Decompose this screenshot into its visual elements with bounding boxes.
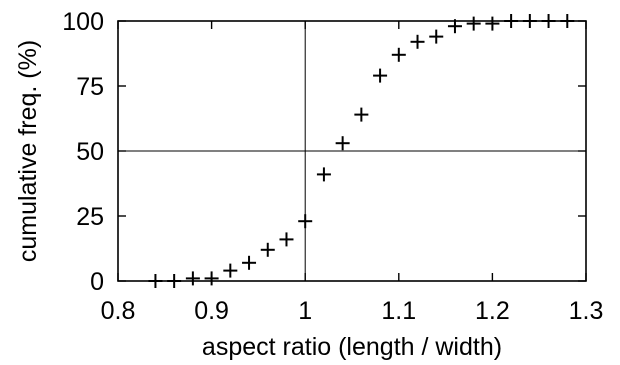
y-tick-label: 25 <box>76 203 104 231</box>
data-point <box>335 136 350 151</box>
y-tick-label: 50 <box>76 138 104 166</box>
y-tick-label: 75 <box>76 73 104 101</box>
data-point <box>373 68 388 83</box>
data-point <box>148 274 163 288</box>
data-point <box>298 214 313 229</box>
data-point <box>485 16 500 31</box>
data-point <box>522 14 537 28</box>
data-point <box>541 14 556 28</box>
data-point <box>204 271 219 286</box>
x-tick-label: 0.9 <box>194 297 229 325</box>
data-point <box>429 29 444 44</box>
data-point <box>410 34 425 49</box>
y-tick-label: 100 <box>62 8 104 36</box>
x-tick-label: 1.2 <box>475 297 510 325</box>
x-axis-label: aspect ratio (length / width) <box>202 333 502 361</box>
data-point <box>279 232 294 247</box>
data-point <box>167 274 182 288</box>
data-point <box>354 107 369 122</box>
data-point <box>185 271 200 286</box>
reference-lines <box>118 21 586 281</box>
data-point <box>466 16 481 31</box>
tick-labels: 0.8 0.9 1 1.1 1.2 1.3 0 25 50 75 100 <box>62 8 603 325</box>
x-tick-label: 0.8 <box>101 297 136 325</box>
x-tick-label: 1.3 <box>569 297 604 325</box>
data-points <box>148 14 575 288</box>
data-point <box>504 14 519 28</box>
data-point <box>391 47 406 62</box>
data-point <box>560 14 575 28</box>
y-tick-label: 0 <box>90 268 104 296</box>
data-point <box>447 19 462 34</box>
data-point <box>316 167 331 182</box>
y-axis-label: cumulative freq. (%) <box>14 40 42 262</box>
data-point <box>260 242 275 257</box>
data-point <box>223 263 238 278</box>
x-tick-label: 1 <box>298 297 312 325</box>
x-tick-label: 1.1 <box>381 297 416 325</box>
data-point <box>242 255 257 270</box>
